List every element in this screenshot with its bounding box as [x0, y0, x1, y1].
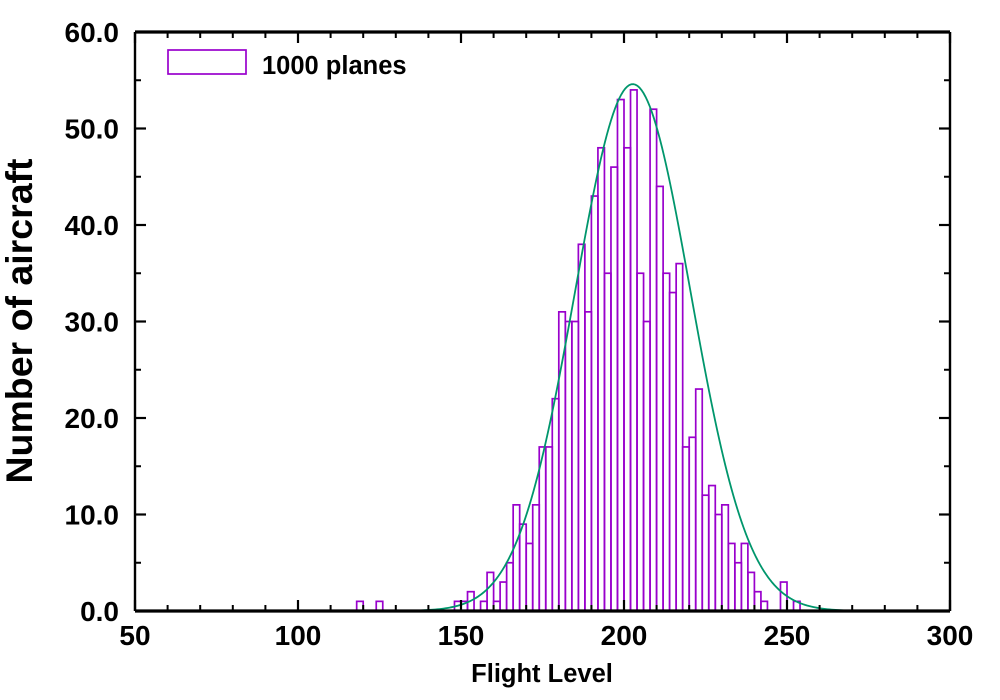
svg-text:50: 50 — [119, 620, 150, 651]
svg-text:10.0: 10.0 — [65, 500, 120, 531]
svg-text:100: 100 — [275, 620, 322, 651]
svg-text:200: 200 — [601, 620, 648, 651]
svg-text:0.0: 0.0 — [80, 596, 119, 627]
svg-text:Flight Level: Flight Level — [471, 660, 613, 688]
svg-text:150: 150 — [438, 620, 485, 651]
svg-text:250: 250 — [764, 620, 811, 651]
svg-text:30.0: 30.0 — [65, 307, 120, 338]
svg-text:40.0: 40.0 — [65, 210, 120, 241]
svg-text:20.0: 20.0 — [65, 403, 120, 434]
svg-text:Number of aircraft: Number of aircraft — [0, 158, 40, 484]
svg-text:50.0: 50.0 — [65, 114, 120, 145]
svg-text:1000 planes: 1000 planes — [262, 52, 407, 80]
svg-text:60.0: 60.0 — [65, 17, 120, 48]
svg-text:300: 300 — [927, 620, 974, 651]
